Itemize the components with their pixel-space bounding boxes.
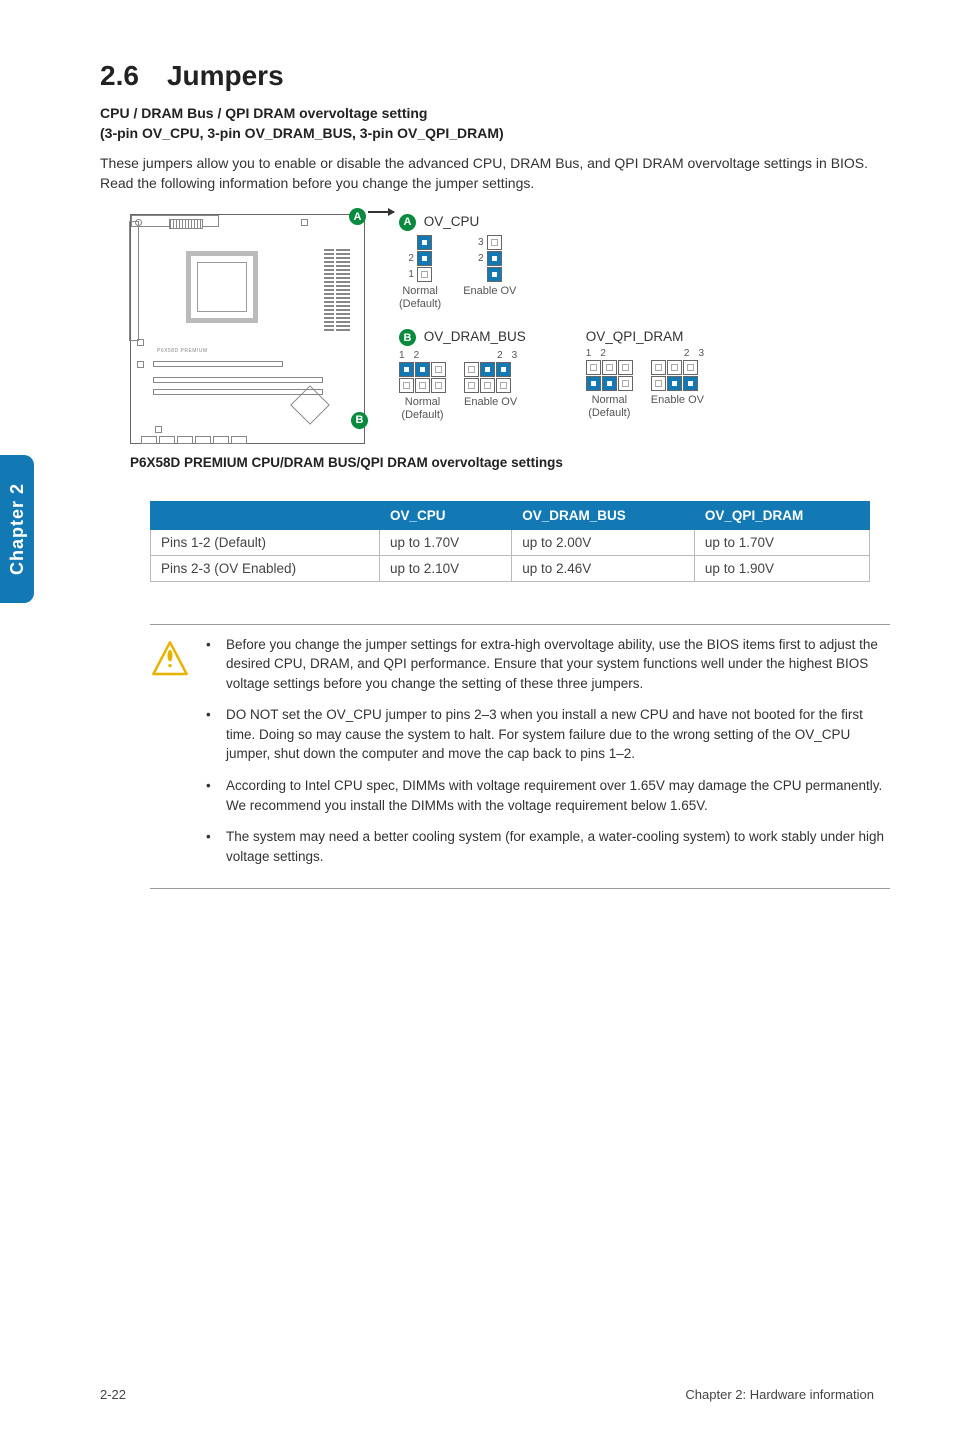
ovdram-normal: 12 Normal(Default) [399, 350, 446, 422]
section-number: 2.6 [100, 60, 139, 91]
ovqpi-enable: 23 Enable OV [651, 348, 704, 420]
page-number: 2-22 [100, 1387, 126, 1402]
ovdram-enable: 23 Enable OV [464, 350, 517, 422]
overvoltage-table: OV_CPU OV_DRAM_BUS OV_QPI_DRAM Pins 1-2 … [150, 501, 870, 582]
page-footer: 2-22 Chapter 2: Hardware information [100, 1387, 874, 1402]
caution-icon [150, 635, 198, 879]
ovcpu-enable: 1 2 3 Enable OV [463, 235, 516, 311]
table-header-row: OV_CPU OV_DRAM_BUS OV_QPI_DRAM [151, 501, 870, 529]
intro-paragraph: These jumpers allow you to enable or dis… [100, 153, 874, 194]
table-header: OV_CPU [380, 501, 512, 529]
caution-item: Before you change the jumper settings fo… [198, 635, 890, 694]
table-header: OV_QPI_DRAM [694, 501, 869, 529]
caution-item: DO NOT set the OV_CPU jumper to pins 2–3… [198, 705, 890, 764]
ovdram-group: B OV_DRAM_BUS 12 Normal(Default) [399, 329, 526, 422]
mobo-label: P6X58D PREMIUM [157, 348, 208, 354]
chapter-side-tab: Chapter 2 [0, 455, 34, 603]
subheading-line2: (3-pin OV_CPU, 3-pin OV_DRAM_BUS, 3-pin … [100, 124, 874, 144]
ovqpi-group: OV_QPI_DRAM 12 Normal(Default) [586, 329, 704, 422]
arrow-a-icon [368, 211, 394, 213]
diagram-caption: P6X58D PREMIUM CPU/DRAM BUS/QPI DRAM ove… [130, 454, 874, 473]
caution-box: Before you change the jumper settings fo… [150, 624, 890, 890]
jumper-diagram: P6X58D PREMIUM A B A OV_C [130, 214, 850, 444]
table-header: OV_DRAM_BUS [512, 501, 695, 529]
motherboard-outline: P6X58D PREMIUM A B [130, 214, 365, 444]
jumper-subheading: CPU / DRAM Bus / QPI DRAM overvoltage se… [100, 104, 874, 143]
section-name: Jumpers [167, 60, 284, 91]
badge-a2-icon: A [399, 214, 416, 231]
ovqpi-label: OV_QPI_DRAM [586, 329, 684, 344]
caution-item: The system may need a better cooling sys… [198, 827, 890, 866]
badge-a-icon: A [349, 208, 366, 225]
footer-chapter: Chapter 2: Hardware information [685, 1387, 874, 1402]
caution-list: Before you change the jumper settings fo… [198, 635, 890, 879]
table-row: Pins 2-3 (OV Enabled) up to 2.10V up to … [151, 555, 870, 581]
ovdram-label: OV_DRAM_BUS [424, 329, 526, 344]
caution-item: According to Intel CPU spec, DIMMs with … [198, 776, 890, 815]
chapter-side-tab-label: Chapter 2 [7, 483, 28, 575]
section-title: 2.6 Jumpers [100, 60, 874, 92]
badge-b-icon: B [351, 412, 368, 429]
badge-b2-icon: B [399, 329, 416, 346]
subheading-line1: CPU / DRAM Bus / QPI DRAM overvoltage se… [100, 104, 874, 124]
ovcpu-label: OV_CPU [424, 214, 480, 229]
table-row: Pins 1-2 (Default) up to 1.70V up to 2.0… [151, 529, 870, 555]
ovqpi-normal: 12 Normal(Default) [586, 348, 633, 420]
ovcpu-title: A OV_CPU [399, 214, 704, 231]
ovcpu-normal: 1 2 3 Normal(Default) [399, 235, 441, 311]
table-header [151, 501, 380, 529]
